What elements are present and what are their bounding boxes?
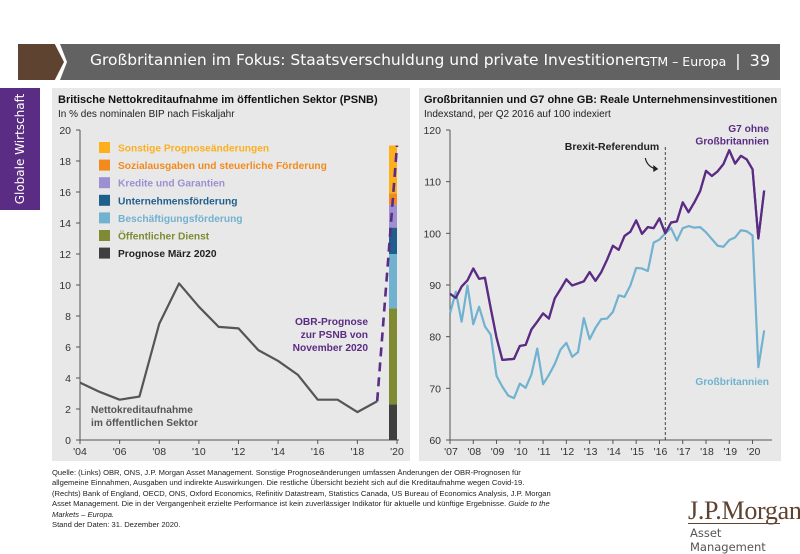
header-accent-arrow <box>18 44 64 80</box>
data-date: Stand der Daten: 31. Dezember 2020. <box>52 520 181 530</box>
guide-text: Guide to the Markets – Europa. <box>52 499 550 519</box>
section-tab[interactable]: Globale Wirtschaft <box>0 88 40 210</box>
page-title: Großbritannien im Fokus: Staatsverschuld… <box>90 51 645 69</box>
header-meta: GTM – Europa | 39 <box>640 51 770 70</box>
logo-subtitle: Asset Management <box>690 526 766 554</box>
page-number: 39 <box>749 51 770 70</box>
logo-divider <box>688 523 780 524</box>
footer-source: Quelle: (Links) OBR, ONS, J.P. Morgan As… <box>52 468 552 530</box>
header-bar <box>60 44 780 80</box>
right-chart-subtitle: Indexstand, per Q2 2016 auf 100 indexier… <box>424 109 611 120</box>
header-separator: | <box>735 51 741 70</box>
left-chart-subtitle: In % des nominalen BIP nach Fiskaljahr <box>58 109 235 120</box>
right-chart-panel: Großbritannien und G7 ohne GB: Reale Unt… <box>419 88 781 461</box>
left-chart-panel: Britische Nettokreditaufnahme im öffentl… <box>52 88 410 461</box>
source-text: Quelle: (Links) OBR, ONS, J.P. Morgan As… <box>52 468 551 509</box>
jpmorgan-logo: J.P.Morgan <box>688 496 800 525</box>
section-tab-label: Globale Wirtschaft <box>13 93 27 205</box>
right-chart-title: Großbritannien und G7 ohne GB: Reale Unt… <box>424 94 778 106</box>
series-label: GTM – Europa <box>640 54 727 69</box>
left-chart-title: Britische Nettokreditaufnahme im öffentl… <box>58 94 378 106</box>
